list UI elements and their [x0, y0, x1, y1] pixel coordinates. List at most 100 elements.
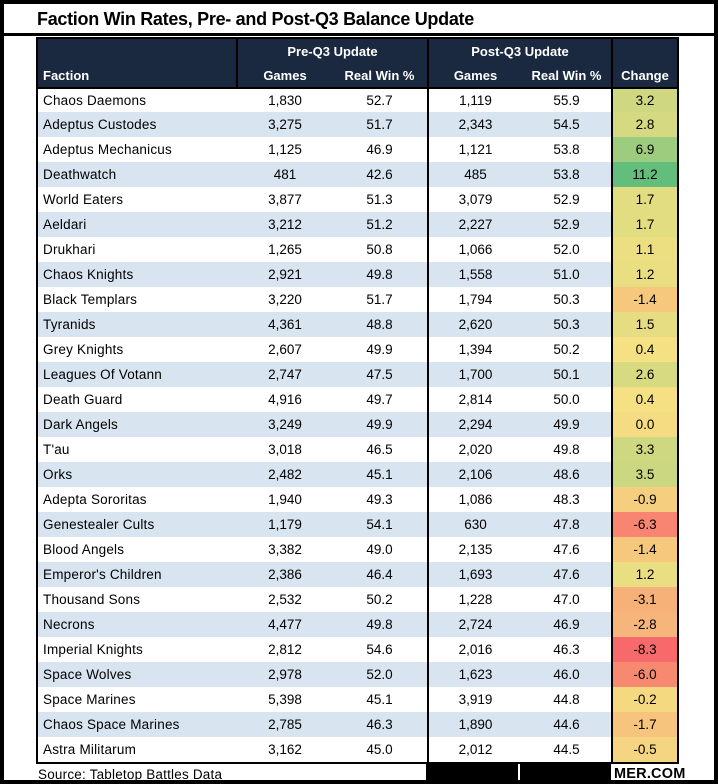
change-cell: -0.2 — [613, 687, 677, 712]
change-cell: 3.3 — [613, 437, 677, 462]
table-row: Imperial Knights 2,812 54.6 2,016 46.3 -… — [38, 637, 677, 662]
post-win-cell: 47.6 — [522, 537, 613, 562]
pre-games-cell: 2,482 — [268, 467, 302, 482]
pre-win-cell: 49.8 — [332, 612, 429, 637]
faction-cell: Deathwatch — [43, 167, 117, 182]
change-cell: 1.2 — [613, 262, 677, 287]
faction-cell: Chaos Knights — [43, 267, 134, 282]
post-win-cell: 46.3 — [522, 637, 613, 662]
table-row: Orks 2,482 45.1 2,106 48.6 3.5 — [38, 462, 677, 487]
pre-games-cell: 3,220 — [268, 292, 302, 307]
pre-games-cell: 1,940 — [268, 492, 302, 507]
change-cell: -1.4 — [613, 537, 677, 562]
redaction-box-2 — [520, 764, 611, 780]
page-title: Faction Win Rates, Pre- and Post-Q3 Bala… — [37, 9, 474, 29]
pre-games-cell: 2,532 — [268, 592, 302, 607]
pre-games-cell: 3,018 — [268, 442, 302, 457]
faction-cell: Chaos Space Marines — [43, 717, 180, 732]
pre-games-cell: 2,921 — [268, 267, 302, 282]
change-cell: 2.8 — [613, 112, 677, 137]
pre-games-cell: 2,607 — [268, 342, 302, 357]
faction-cell: Blood Angels — [43, 542, 125, 557]
post-win-cell: 52.9 — [522, 187, 613, 212]
pre-win-cell: 45.1 — [332, 462, 429, 487]
table-row: Thousand Sons 2,532 50.2 1,228 47.0 -3.1 — [38, 587, 677, 612]
table-row: Astra Militarum 3,162 45.0 2,012 44.5 -0… — [38, 737, 677, 762]
table-row: Death Guard 4,916 49.7 2,814 50.0 0.4 — [38, 387, 677, 412]
pre-win-cell: 50.8 — [332, 237, 429, 262]
pre-win-cell: 46.4 — [332, 562, 429, 587]
table-row: Space Wolves 2,978 52.0 1,623 46.0 -6.0 — [38, 662, 677, 687]
pre-games-cell: 2,747 — [268, 367, 302, 382]
column-header-pre-win: Real Win % — [332, 63, 429, 87]
post-games-cell: 1,086 — [458, 492, 493, 507]
change-cell: -0.9 — [613, 487, 677, 512]
change-cell: 0.4 — [613, 387, 677, 412]
pre-games-cell: 3,382 — [268, 542, 302, 557]
post-games-cell: 1,558 — [458, 267, 493, 282]
post-win-cell: 48.3 — [522, 487, 613, 512]
post-games-cell: 1,700 — [458, 367, 493, 382]
post-games-cell: 2,814 — [458, 392, 493, 407]
table-row: Chaos Daemons 1,830 52.7 1,119 55.9 3.2 — [38, 87, 677, 112]
post-win-cell: 47.8 — [522, 512, 613, 537]
pre-win-cell: 54.6 — [332, 637, 429, 662]
pre-games-cell: 3,275 — [268, 117, 302, 132]
pre-win-cell: 51.2 — [332, 212, 429, 237]
group-header-pre: Pre-Q3 Update — [238, 39, 429, 63]
table-header: Pre-Q3 Update Post-Q3 Update Faction Gam… — [38, 39, 677, 87]
post-win-cell: 53.8 — [522, 162, 613, 187]
post-games-cell: 2,343 — [458, 117, 493, 132]
post-win-cell: 55.9 — [522, 89, 613, 112]
faction-cell: T'au — [43, 442, 70, 457]
change-cell: -1.4 — [613, 287, 677, 312]
table-row: Space Marines 5,398 45.1 3,919 44.8 -0.2 — [38, 687, 677, 712]
faction-cell: Necrons — [43, 617, 95, 632]
table-row: Dark Angels 3,249 49.9 2,294 49.9 0.0 — [38, 412, 677, 437]
pre-win-cell: 46.9 — [332, 137, 429, 162]
change-cell: 3.5 — [613, 462, 677, 487]
pre-games-cell: 2,386 — [268, 567, 302, 582]
post-win-cell: 51.0 — [522, 262, 613, 287]
table-row: Adepta Sororitas 1,940 49.3 1,086 48.3 -… — [38, 487, 677, 512]
change-cell: 0.0 — [613, 412, 677, 437]
pre-win-cell: 48.8 — [332, 312, 429, 337]
pre-games-cell: 481 — [273, 167, 297, 182]
faction-cell: Space Marines — [43, 692, 136, 707]
pre-games-cell: 2,978 — [268, 667, 302, 682]
footer: Source: Tabletop Battles Data MER.COM — [36, 764, 714, 782]
pre-win-cell: 47.5 — [332, 362, 429, 387]
post-games-cell: 2,106 — [458, 467, 493, 482]
post-win-cell: 50.2 — [522, 337, 613, 362]
post-games-cell: 3,079 — [458, 192, 493, 207]
change-cell: 3.2 — [613, 89, 677, 112]
table-row: Chaos Knights 2,921 49.8 1,558 51.0 1.2 — [38, 262, 677, 287]
faction-cell: Adeptus Mechanicus — [43, 142, 172, 157]
post-win-cell: 44.6 — [522, 712, 613, 737]
table-row: Black Templars 3,220 51.7 1,794 50.3 -1.… — [38, 287, 677, 312]
pre-games-cell: 5,398 — [268, 692, 302, 707]
pre-games-cell: 1,179 — [268, 517, 302, 532]
post-win-cell: 48.6 — [522, 462, 613, 487]
table-body: Chaos Daemons 1,830 52.7 1,119 55.9 3.2 … — [38, 87, 677, 762]
post-games-cell: 1,623 — [458, 667, 493, 682]
pre-win-cell: 52.7 — [332, 89, 429, 112]
change-cell: 1.7 — [613, 212, 677, 237]
table-row: Chaos Space Marines 2,785 46.3 1,890 44.… — [38, 712, 677, 737]
table-row: Blood Angels 3,382 49.0 2,135 47.6 -1.4 — [38, 537, 677, 562]
pre-win-cell: 49.7 — [332, 387, 429, 412]
table-row: Tyranids 4,361 48.8 2,620 50.3 1.5 — [38, 312, 677, 337]
post-win-cell: 52.0 — [522, 237, 613, 262]
change-cell: -6.3 — [613, 512, 677, 537]
post-games-cell: 2,135 — [458, 542, 493, 557]
table-row: Genestealer Cults 1,179 54.1 630 47.8 -6… — [38, 512, 677, 537]
faction-cell: Imperial Knights — [43, 642, 143, 657]
watermark-text: MER.COM — [614, 766, 686, 782]
pre-games-cell: 3,877 — [268, 192, 302, 207]
faction-cell: Space Wolves — [43, 667, 132, 682]
pre-win-cell: 49.9 — [332, 337, 429, 362]
win-rates-table: Pre-Q3 Update Post-Q3 Update Faction Gam… — [36, 37, 679, 764]
post-games-cell: 485 — [464, 167, 487, 182]
pre-games-cell: 3,249 — [268, 417, 302, 432]
table-row: World Eaters 3,877 51.3 3,079 52.9 1.7 — [38, 187, 677, 212]
